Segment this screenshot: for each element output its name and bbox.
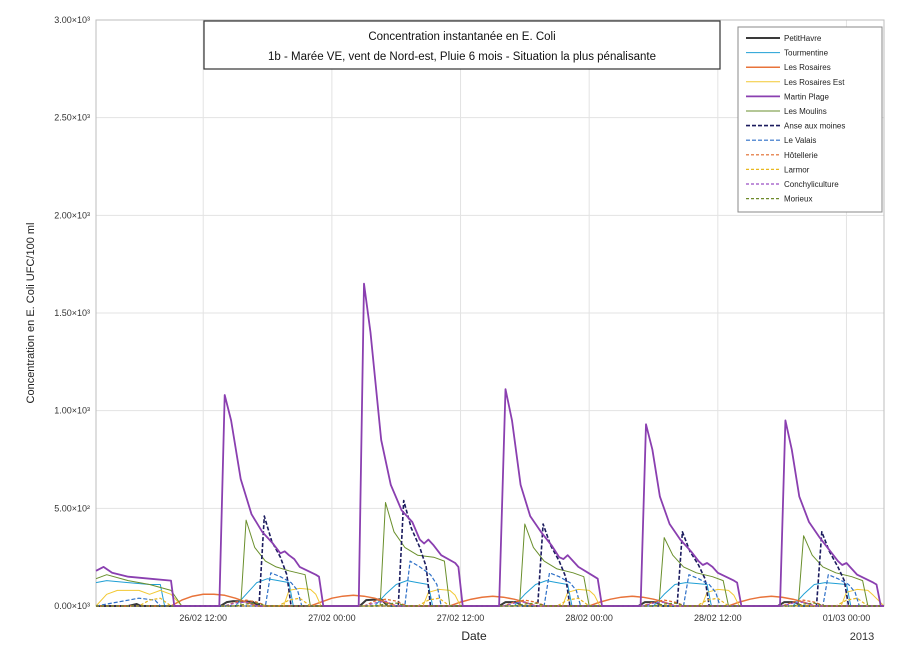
legend-label: Larmor (784, 165, 810, 174)
y-tick-label: 1.00×10³ (54, 406, 90, 416)
x-tick-label: 01/03 00:00 (823, 613, 871, 623)
legend-label: Anse aux moines (784, 122, 845, 131)
y-axis-ticks: 0.00×10³ 5.00×10² 1.00×10³ 1.50×10³ 2.00×10³… (54, 15, 90, 611)
legend-label: Tourmentine (784, 49, 829, 58)
x-tick-label: 28/02 00:00 (565, 613, 613, 623)
title-frame (203, 20, 721, 70)
y-tick-label: 1.50×10³ (54, 308, 90, 318)
series-line-h-tellerie (96, 598, 884, 607)
y-tick-label: 3.00×10³ (54, 15, 90, 25)
legend-frame (737, 26, 883, 213)
legend-label: Les Moulins (784, 107, 827, 116)
x-axis-label: Date (461, 629, 487, 643)
series-line-martin-plage (95, 282, 884, 607)
chart-title: Concentration instantanée en E. Coli (368, 31, 555, 43)
series-line-les-moulins (95, 502, 884, 607)
title-box: Concentration instantanée en E. Coli 1b … (203, 20, 721, 70)
year-label: 2013 (850, 631, 874, 643)
legend-label: Hôtellerie (784, 151, 818, 160)
legend-label: Morieux (784, 195, 812, 204)
series-layer (95, 282, 885, 607)
x-tick-label: 28/02 12:00 (694, 613, 742, 623)
legend-label: Conchyliculture (784, 180, 839, 189)
chart-subtitle: 1b - Marée VE, vent de Nord-est, Pluie 6… (268, 51, 656, 63)
x-tick-label: 27/02 12:00 (437, 613, 485, 623)
legend-label: PetitHavre (784, 34, 822, 43)
y-axis-label: Concentration en E. Coli UFC/100 ml (25, 223, 37, 404)
series-line-le-valais (95, 560, 884, 607)
legend-label: Le Valais (784, 136, 816, 145)
legend: PetitHavre Tourmentine Les Rosaires Les Ros… (737, 26, 883, 213)
grid (96, 19, 884, 607)
y-tick-label: 2.00×10³ (54, 210, 90, 220)
x-axis-ticks: 26/02 12:00 27/02 00:00 27/02 12:00 28/02 0… (179, 613, 870, 623)
legend-label: Les Rosaires Est (784, 78, 845, 87)
y-tick-label: 5.00×10² (54, 503, 90, 513)
legend-label: Les Rosaires (784, 63, 831, 72)
x-tick-label: 27/02 00:00 (308, 613, 356, 623)
series-line-anse-aux-moines (96, 499, 884, 607)
series-line-morieux (96, 602, 884, 607)
legend-label: Martin Plage (784, 92, 829, 101)
y-tick-label: 0.00×10³ (54, 601, 90, 611)
x-tick-label: 26/02 12:00 (179, 613, 227, 623)
y-tick-label: 2.50×10³ (54, 113, 90, 123)
